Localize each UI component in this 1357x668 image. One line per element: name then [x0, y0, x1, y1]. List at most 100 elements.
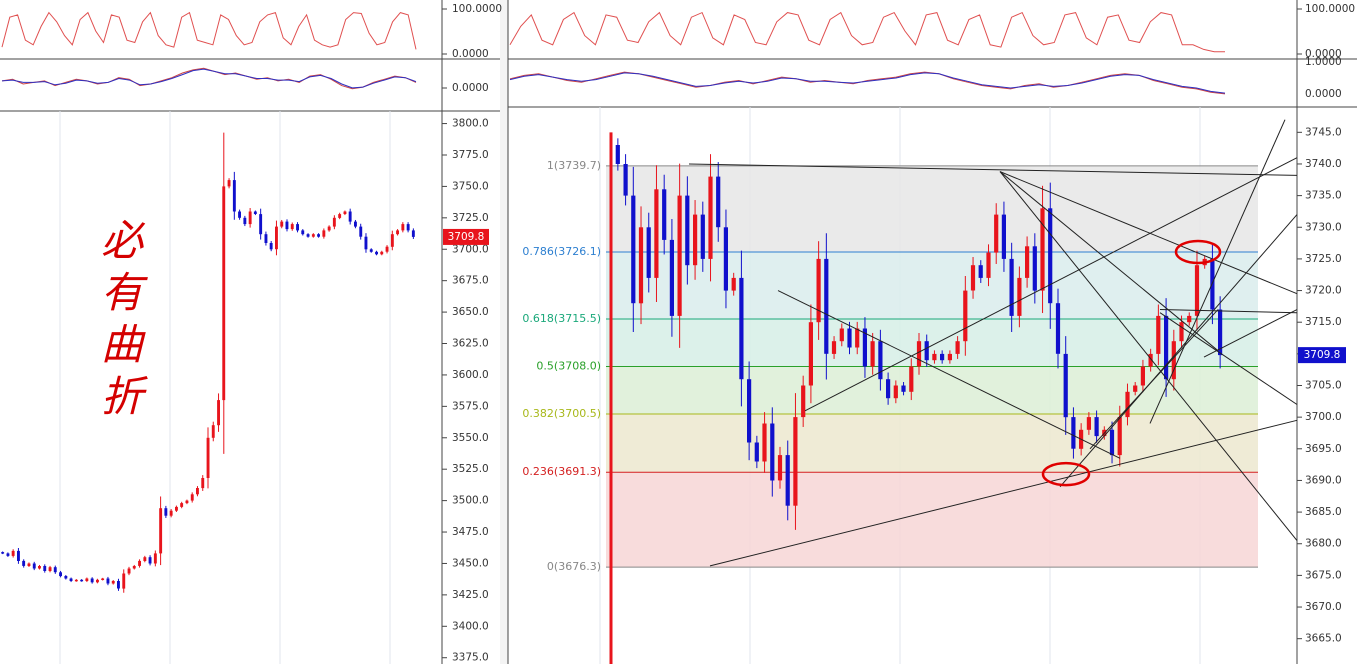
- left-candle: [122, 573, 126, 589]
- fib-band: [606, 165, 1258, 252]
- left-candle: [311, 234, 315, 237]
- price-tick-label: 3700.0: [1305, 411, 1342, 423]
- right-candle: [677, 195, 682, 316]
- price-tick-label: 3670.0: [1305, 601, 1342, 613]
- trend-line: [709, 419, 1298, 567]
- right-candle: [909, 366, 914, 392]
- right-osc2-blue: [509, 72, 1226, 94]
- left-candle: [385, 246, 389, 252]
- right-osc1-tick-bottom: 0.0000: [1305, 48, 1342, 60]
- trend-line: [1159, 312, 1298, 405]
- right-last-price-tag: [1298, 347, 1346, 364]
- trend-line: [999, 171, 1219, 352]
- left-candle: [22, 560, 26, 566]
- left-candle: [290, 224, 294, 230]
- price-tick-label: 3715.0: [1305, 316, 1342, 328]
- left-candle: [185, 500, 189, 504]
- price-tick-label: 3375.0: [452, 652, 489, 664]
- trend-line: [688, 163, 1298, 176]
- right-candle: [970, 265, 976, 291]
- right-osc2-red: [509, 71, 1226, 95]
- price-tick-label: 3550.0: [452, 432, 489, 444]
- right-candle: [716, 176, 721, 228]
- right-candle: [1025, 246, 1030, 278]
- right-osc1-tick-top: 100.0000: [1305, 3, 1355, 15]
- left-candle: [201, 478, 205, 489]
- left-candle: [111, 581, 115, 584]
- left-osc2-tick: 0.0000: [452, 82, 489, 94]
- left-candle: [90, 578, 94, 583]
- left-candle: [80, 579, 84, 582]
- left-last-price-label: 3709.8: [448, 231, 485, 243]
- right-candle: [1194, 265, 1200, 316]
- trend-line: [1059, 214, 1298, 488]
- right-candle: [986, 252, 991, 278]
- right-candle: [1171, 341, 1176, 380]
- right-candle: [1148, 353, 1153, 367]
- left-candle: [148, 557, 152, 564]
- price-tick-label: 3730.0: [1305, 221, 1342, 233]
- price-tick-label: 3665.0: [1305, 633, 1342, 645]
- right-candle: [855, 328, 860, 348]
- fib-label: 0.786(3726.1): [522, 245, 601, 258]
- left-candle: [269, 243, 273, 250]
- right-candle: [1055, 303, 1061, 354]
- left-candle: [296, 224, 299, 231]
- left-candle: [69, 578, 73, 581]
- right-candle: [924, 341, 929, 361]
- left-candle: [101, 578, 105, 580]
- annotation-char: 必: [100, 216, 143, 265]
- left-candle: [253, 211, 257, 214]
- fib-band: [606, 251, 1258, 320]
- left-candle: [85, 578, 89, 581]
- left-candle: [180, 503, 184, 507]
- right-candle: [824, 258, 829, 354]
- left-candle: [280, 221, 284, 227]
- price-tick-label: 3650.0: [452, 306, 489, 318]
- right-candle: [847, 328, 852, 348]
- left-candle: [127, 568, 131, 574]
- left-candle: [169, 510, 173, 516]
- right-candle: [893, 385, 898, 399]
- left-candle: [53, 567, 57, 573]
- left-candle: [348, 211, 352, 222]
- left-candle: [301, 230, 305, 235]
- left-candle: [264, 234, 268, 243]
- left-candle: [390, 234, 394, 247]
- right-candle: [747, 379, 752, 443]
- left-candle: [227, 180, 231, 187]
- fib-label: 0.382(3700.5): [522, 407, 601, 420]
- right-candle: [1117, 417, 1122, 456]
- price-tick-label: 3600.0: [452, 369, 489, 381]
- left-candle: [32, 563, 36, 569]
- price-tick-label: 3425.0: [452, 589, 489, 601]
- right-candle: [669, 239, 674, 316]
- fib-band: [606, 413, 1258, 473]
- left-candle: [6, 553, 10, 556]
- left-candle: [159, 508, 163, 554]
- right-candle: [615, 145, 620, 164]
- right-candle: [770, 423, 775, 481]
- right-candle: [785, 455, 790, 506]
- fib-label: 1(3739.7): [547, 159, 601, 172]
- left-candle: [322, 230, 326, 237]
- left-candle: [369, 249, 373, 252]
- right-candle: [1071, 417, 1076, 449]
- fib-label: 0.236(3691.3): [522, 465, 601, 478]
- right-candle: [693, 214, 698, 266]
- annotation-char: 折: [100, 372, 143, 421]
- left-candle: [354, 221, 357, 227]
- price-tick-label: 3725.0: [1305, 253, 1342, 265]
- left-candle: [327, 226, 331, 231]
- right-candle: [700, 214, 705, 259]
- right-candle: [631, 195, 636, 304]
- left-candle: [43, 566, 47, 571]
- right-candle: [978, 265, 983, 278]
- right-candle: [1179, 322, 1184, 342]
- trend-line: [999, 171, 1298, 295]
- left-candle: [117, 581, 120, 589]
- right-candle: [654, 189, 659, 278]
- price-tick-label: 3750.0: [452, 180, 489, 192]
- price-tick-label: 3475.0: [452, 526, 489, 538]
